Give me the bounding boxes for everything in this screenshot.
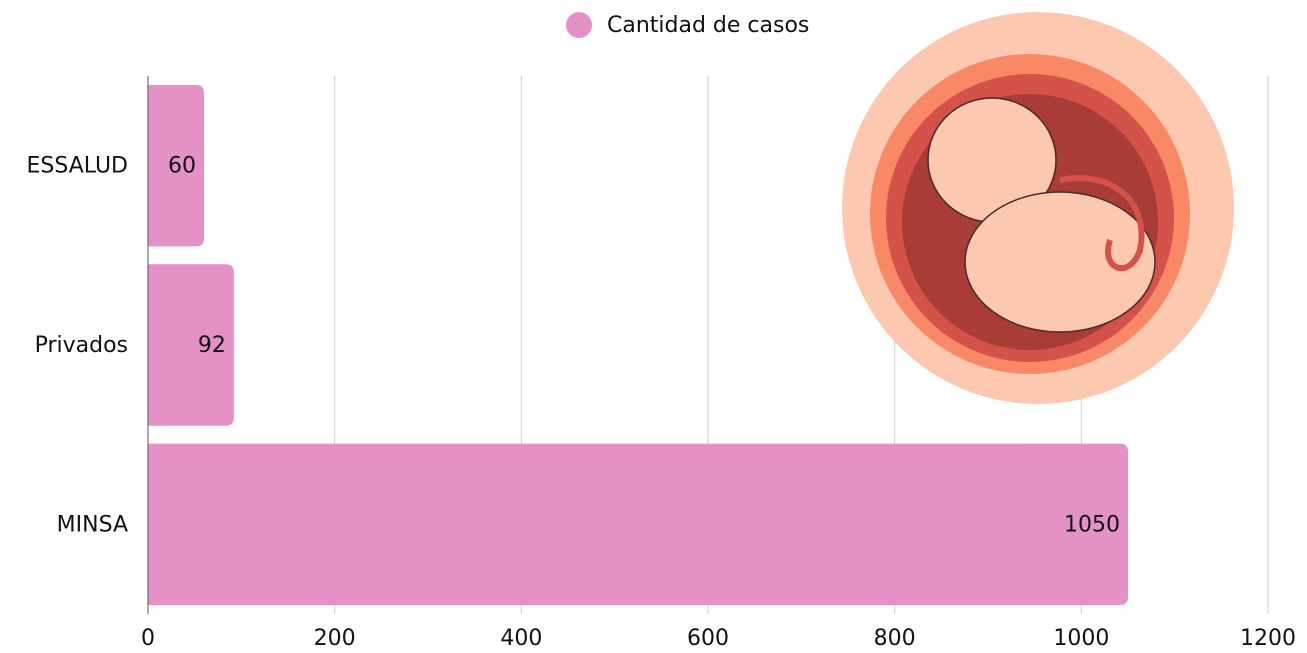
fetus-body — [964, 191, 1156, 333]
x-tick-label: 800 — [874, 626, 916, 651]
data-label: 1050 — [1064, 512, 1120, 537]
bar — [148, 264, 234, 426]
x-tick-label: 400 — [500, 626, 542, 651]
x-tick-label: 1000 — [1053, 626, 1109, 651]
umbilical-cord — [1059, 175, 1145, 272]
legend-swatch — [566, 12, 592, 38]
y-tick-label: MINSA — [57, 512, 128, 537]
bar — [148, 443, 1128, 606]
data-label: 92 — [198, 333, 226, 358]
x-tick-label: 200 — [314, 626, 356, 651]
legend-label: Cantidad de casos — [607, 13, 809, 38]
bar — [148, 84, 204, 247]
y-tick-label: Privados — [35, 333, 128, 358]
x-tick-label: 1200 — [1240, 626, 1296, 651]
x-tick-label: 0 — [141, 626, 155, 651]
x-tick-label: 600 — [687, 626, 729, 651]
data-label: 60 — [168, 154, 196, 179]
bars — [148, 84, 1128, 606]
y-tick-label: ESSALUD — [27, 154, 129, 179]
illustration — [842, 12, 1234, 404]
